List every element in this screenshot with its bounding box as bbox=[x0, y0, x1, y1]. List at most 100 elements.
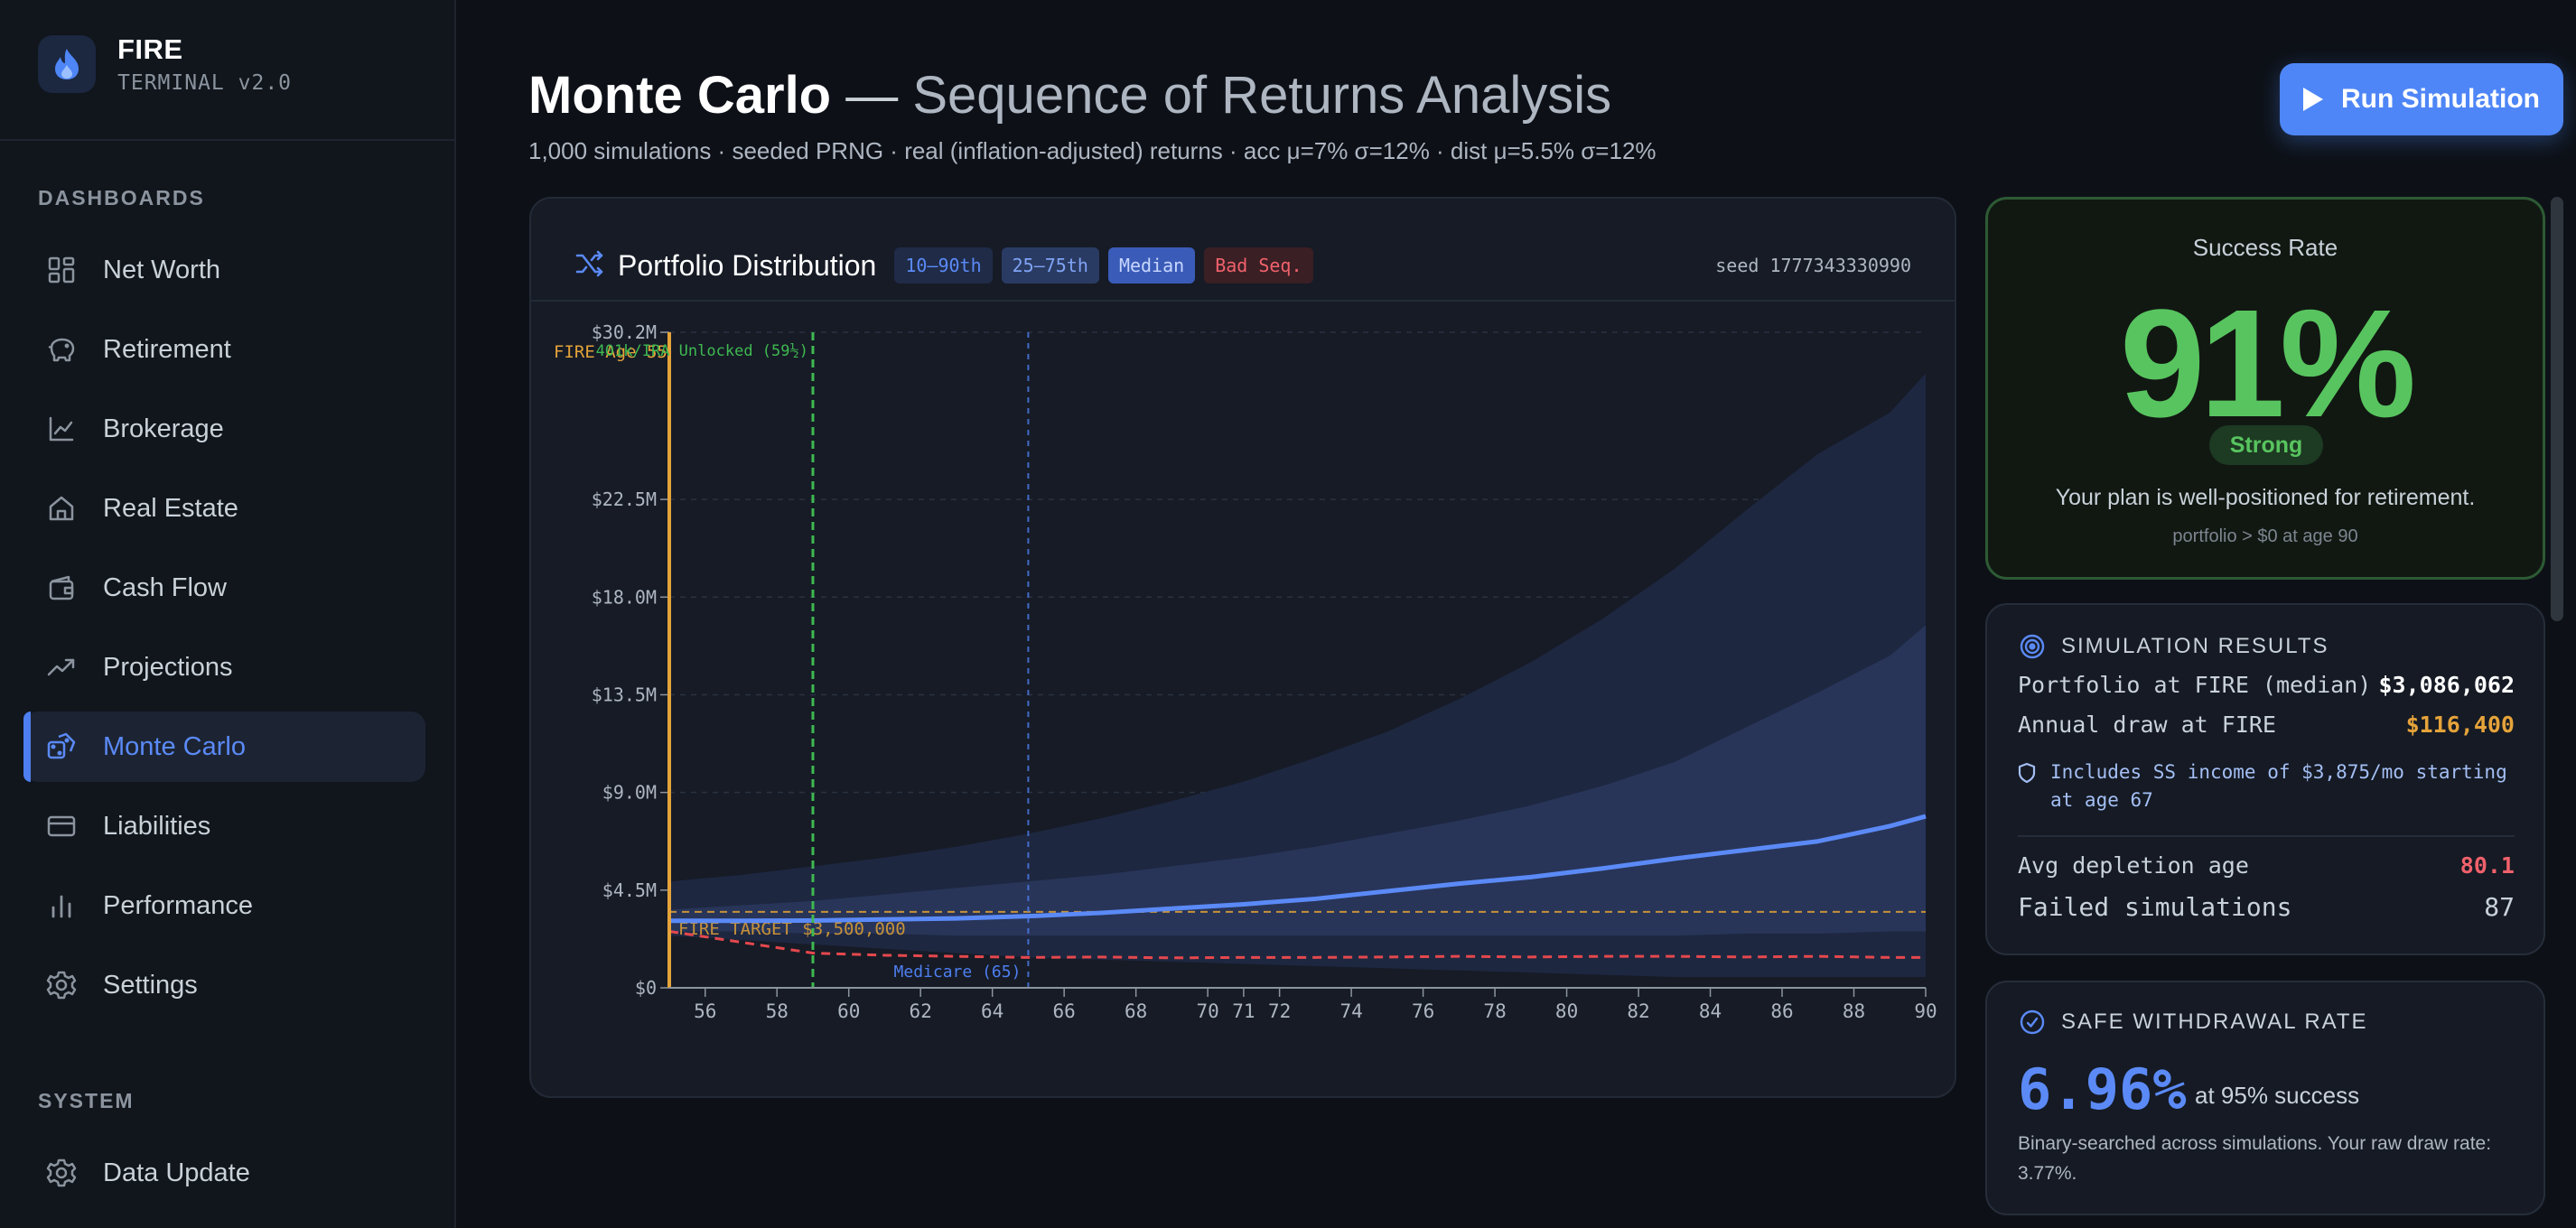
median-line bbox=[669, 814, 1927, 924]
x-tick-label: 86 bbox=[1770, 1000, 1793, 1022]
sidebar-item-projections[interactable]: Projections bbox=[23, 632, 425, 702]
simulation-results-header: SIMULATION RESULTS bbox=[2018, 632, 2329, 661]
sidebar-item-retirement[interactable]: Retirement bbox=[23, 314, 425, 385]
y-tick-label: $22.5M bbox=[592, 488, 657, 510]
target-icon bbox=[2018, 632, 2047, 661]
nav-section-dashboards: DASHBOARDS bbox=[38, 186, 205, 209]
result-value: $116,400 bbox=[2405, 712, 2515, 738]
wallet-icon bbox=[45, 572, 78, 604]
ira-unlock-label: 401k/IRA Unlocked (59½) bbox=[596, 342, 808, 360]
portfolio-distribution-card: Portfolio Distribution 10–90th 25–75th M… bbox=[529, 197, 1956, 1098]
result-label: Portfolio at FIRE (median) bbox=[2018, 672, 2372, 698]
x-tick-label: 62 bbox=[910, 1000, 932, 1022]
badge-check-icon bbox=[2018, 1008, 2047, 1037]
y-tick-label: $18.0M bbox=[592, 586, 657, 608]
line-chart-icon bbox=[45, 413, 78, 445]
sidebar-item-label: Net Worth bbox=[103, 255, 221, 284]
scrollbar[interactable] bbox=[2551, 197, 2563, 621]
success-description: Your plan is well-positioned for retirem… bbox=[2055, 485, 2476, 510]
sidebar-item-data-update[interactable]: Data Update bbox=[23, 1138, 425, 1208]
shield-icon bbox=[2018, 758, 2036, 814]
y-tick-label: $13.5M bbox=[592, 684, 657, 705]
x-tick-label: 68 bbox=[1125, 1000, 1147, 1022]
chart-title: Portfolio Distribution bbox=[618, 248, 877, 282]
band-25-75 bbox=[669, 625, 1926, 936]
x-tick-label: 80 bbox=[1555, 1000, 1578, 1022]
chart-header: Portfolio Distribution 10–90th 25–75th M… bbox=[574, 247, 1322, 284]
y-tick-label: $9.0M bbox=[602, 782, 657, 804]
result-label: Annual draw at FIRE bbox=[2018, 712, 2276, 738]
page-title: Monte Carlo — Sequence of Returns Analys… bbox=[528, 65, 1611, 126]
x-tick-label: 90 bbox=[1914, 1000, 1937, 1022]
x-tick-label: 76 bbox=[1412, 1000, 1434, 1022]
sidebar-item-liabilities[interactable]: Liabilities bbox=[23, 791, 425, 861]
page-title-sub: Sequence of Returns Analysis bbox=[912, 66, 1612, 125]
grid-icon bbox=[45, 254, 78, 286]
trending-up-icon bbox=[45, 651, 78, 684]
sidebar-item-net-worth[interactable]: Net Worth bbox=[23, 235, 425, 305]
sidebar-item-performance[interactable]: Performance bbox=[23, 870, 425, 941]
brand-title: FIRE bbox=[117, 33, 183, 65]
x-tick-label: 88 bbox=[1843, 1000, 1865, 1022]
simulation-results-title: SIMULATION RESULTS bbox=[2061, 634, 2329, 658]
sidebar-item-brokerage[interactable]: Brokerage bbox=[23, 394, 425, 464]
result-value: $3,086,062 bbox=[2378, 672, 2515, 698]
flame-icon bbox=[38, 35, 96, 93]
sidebar-item-monte-carlo[interactable]: Monte Carlo bbox=[23, 712, 425, 782]
success-rate-label: Success Rate bbox=[2192, 234, 2338, 261]
result-value: 87 bbox=[2484, 892, 2515, 922]
legend-chip-bad-seq[interactable]: Bad Seq. bbox=[1204, 247, 1313, 284]
play-icon bbox=[2303, 88, 2323, 111]
portfolio-distribution-chart[interactable]: $0$4.5M$9.0M$13.5M$18.0M$22.5M$30.2MFIRE… bbox=[531, 199, 1958, 1100]
legend-chip-25-75[interactable]: 25–75th bbox=[1001, 247, 1099, 284]
legend-chip-10-90[interactable]: 10–90th bbox=[894, 247, 993, 284]
sidebar-item-label: Retirement bbox=[103, 334, 231, 364]
piggy-bank-icon bbox=[45, 333, 78, 366]
result-label: Failed simulations bbox=[2018, 892, 2292, 922]
x-tick-label: 72 bbox=[1268, 1000, 1291, 1022]
x-tick-label: 78 bbox=[1483, 1000, 1506, 1022]
result-row: Avg depletion age 80.1 bbox=[2018, 852, 2515, 879]
credit-card-icon bbox=[45, 810, 78, 842]
result-value: 80.1 bbox=[2459, 852, 2515, 879]
sidebar-item-label: Settings bbox=[103, 970, 198, 1000]
run-simulation-button[interactable]: Run Simulation bbox=[2280, 63, 2563, 135]
brand-subtitle: TERMINAL v2.0 bbox=[117, 71, 293, 95]
safe-withdrawal-rate-card: SAFE WITHDRAWAL RATE 6.96% at 95% succes… bbox=[1985, 981, 2545, 1215]
simulation-results-card: SIMULATION RESULTS Portfolio at FIRE (me… bbox=[1985, 603, 2545, 955]
sidebar-item-label: Data Update bbox=[103, 1158, 250, 1187]
swr-title: SAFE WITHDRAWAL RATE bbox=[2061, 1009, 2368, 1034]
ss-income-text: Includes SS income of $3,875/mo starting… bbox=[2050, 761, 2507, 811]
x-tick-label: 60 bbox=[837, 1000, 860, 1022]
status-badge: Strong bbox=[2209, 425, 2323, 465]
swr-suffix: at 95% success bbox=[2195, 1082, 2360, 1109]
result-row: Portfolio at FIRE (median) $3,086,062 bbox=[2018, 672, 2515, 698]
fire-target-label: FIRE TARGET $3,500,000 bbox=[678, 919, 906, 939]
divider bbox=[531, 300, 1955, 302]
x-tick-label: 82 bbox=[1627, 1000, 1649, 1022]
sidebar-item-label: Real Estate bbox=[103, 493, 238, 523]
x-tick-label: 66 bbox=[1053, 1000, 1076, 1022]
sidebar-item-cash-flow[interactable]: Cash Flow bbox=[23, 553, 425, 623]
x-tick-label: 84 bbox=[1699, 1000, 1722, 1022]
ss-income-note: Includes SS income of $3,875/mo starting… bbox=[2018, 758, 2515, 814]
bad-sequence-line bbox=[668, 930, 1926, 960]
sidebar-item-label: Cash Flow bbox=[103, 572, 227, 602]
page-title-main: Monte Carlo bbox=[528, 66, 832, 125]
seed-label: seed 1777343330990 bbox=[1715, 255, 1911, 276]
legend-chip-median[interactable]: Median bbox=[1107, 247, 1196, 284]
x-tick-label: 74 bbox=[1339, 1000, 1362, 1022]
y-tick-label: $0 bbox=[635, 977, 657, 999]
sidebar-item-real-estate[interactable]: Real Estate bbox=[23, 473, 425, 544]
sidebar-item-label: Performance bbox=[103, 890, 254, 920]
result-row: Failed simulations 87 bbox=[2018, 892, 2515, 922]
sidebar-item-label: Projections bbox=[103, 652, 233, 682]
sidebar-item-label: Monte Carlo bbox=[103, 731, 246, 761]
swr-header: SAFE WITHDRAWAL RATE bbox=[2018, 1008, 2368, 1037]
sidebar-item-label: Liabilities bbox=[103, 811, 211, 841]
x-tick-label: 71 bbox=[1232, 1000, 1255, 1022]
sidebar-item-settings[interactable]: Settings bbox=[23, 950, 425, 1020]
brand[interactable]: FIRE TERMINAL v2.0 bbox=[38, 33, 292, 96]
swr-description: Binary-searched across simulations. Your… bbox=[2018, 1133, 2492, 1184]
success-rate-value: 91% bbox=[2119, 278, 2416, 450]
